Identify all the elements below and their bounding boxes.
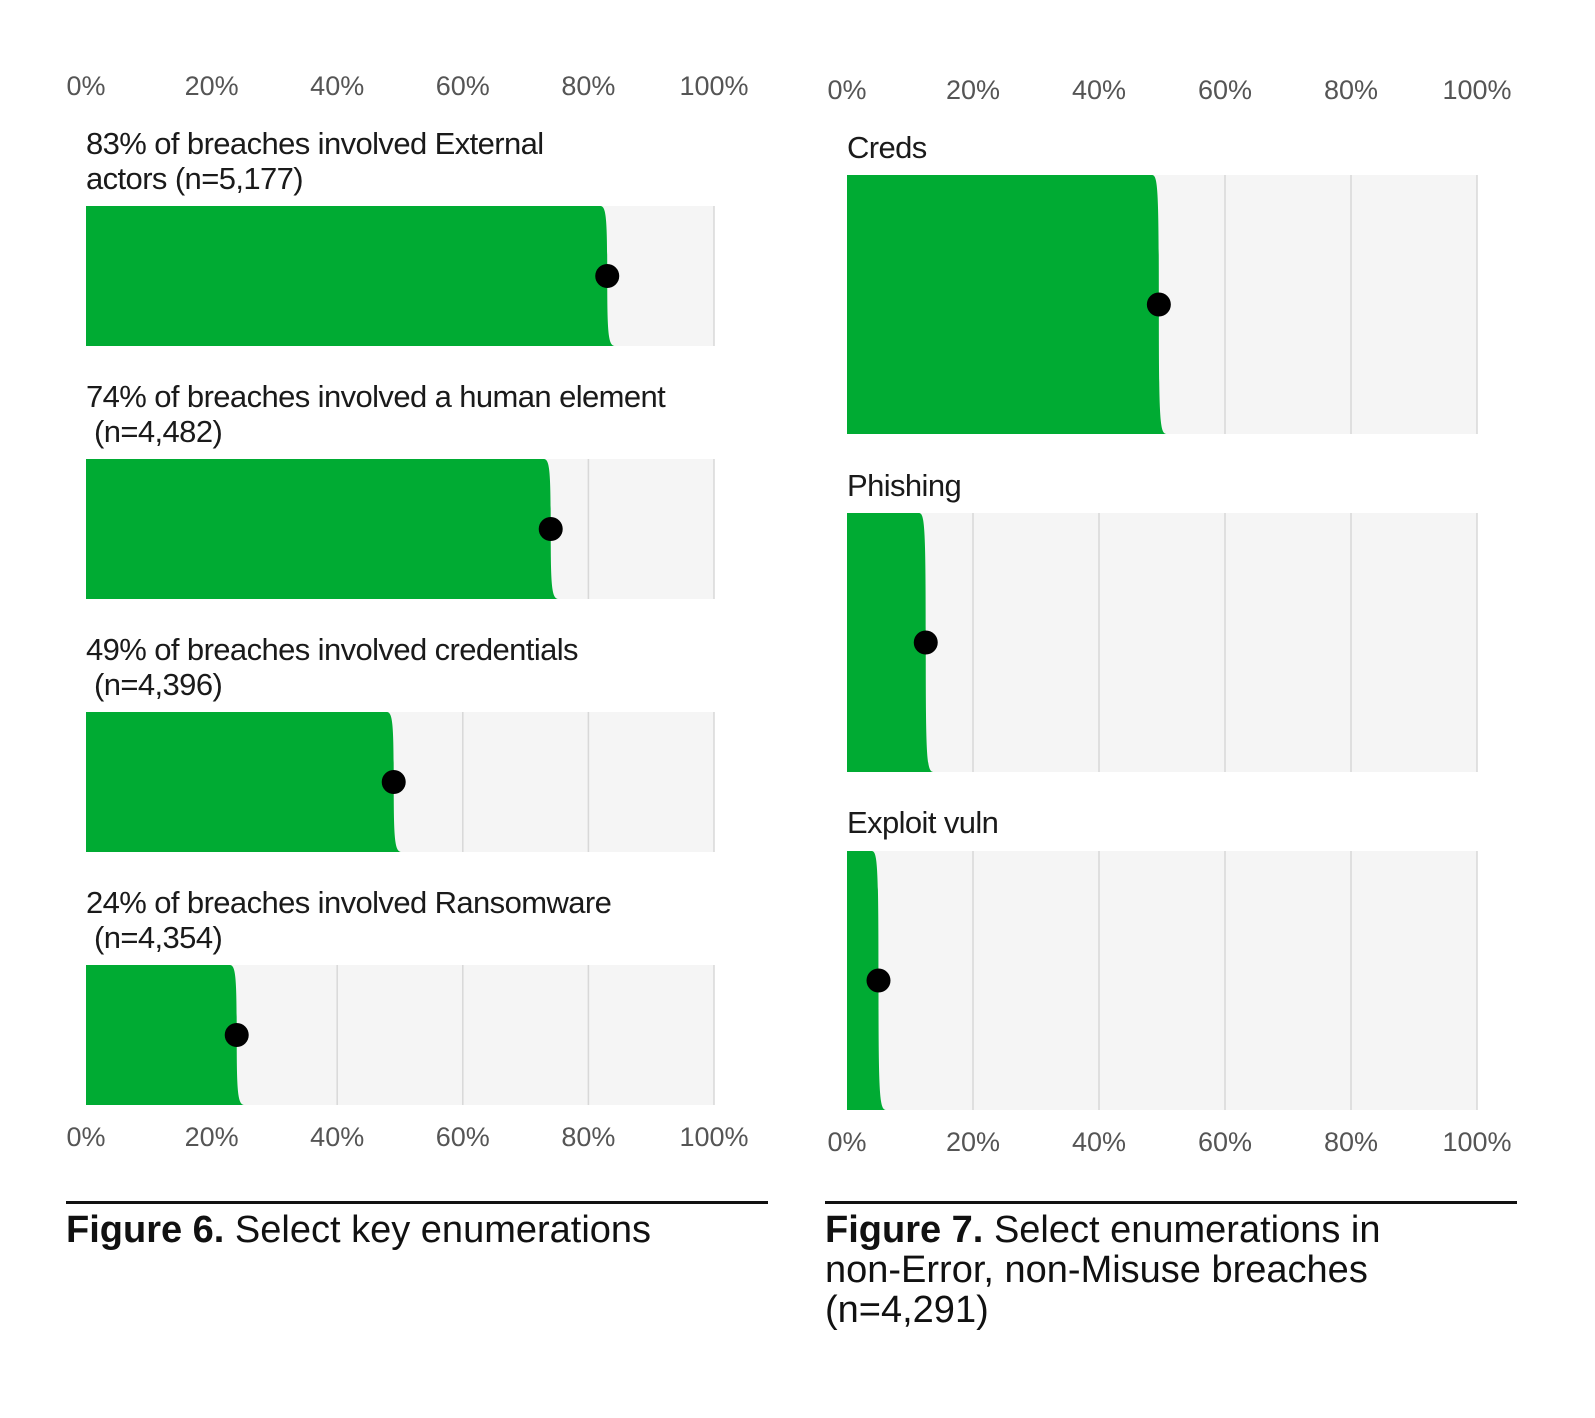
- fig6-top-tick-label: 20%: [185, 71, 239, 101]
- figure-6-caption: Figure 6. Select key enumerations: [66, 1210, 786, 1250]
- fig6-bottom-tick-label: 40%: [310, 1122, 364, 1152]
- fig7-top-tick-label: 100%: [1442, 75, 1511, 105]
- fig6-top-tick-label: 0%: [66, 71, 105, 101]
- fig6-category-label: (n=4,482): [86, 414, 222, 449]
- figure-7-caption-line-3: (n=4,291): [825, 1289, 989, 1331]
- fig6-point-marker: [381, 770, 406, 794]
- fig7-bottom-tick-label: 0%: [827, 1127, 866, 1157]
- figure-6-caption-number: Figure 6.: [66, 1209, 225, 1251]
- fig6-point-marker: [224, 1023, 249, 1047]
- fig6-category-label: 83% of breaches involved External: [86, 126, 544, 161]
- fig6-top-tick-label: 80%: [561, 71, 615, 101]
- fig6-category-label: actors (n=5,177): [86, 161, 303, 196]
- fig6-bottom-tick-label: 0%: [66, 1122, 105, 1152]
- fig7-top-tick-label: 40%: [1072, 75, 1126, 105]
- fig6-bottom-tick-label: 20%: [185, 1122, 239, 1152]
- fig6-top-tick-label: 60%: [436, 71, 490, 101]
- fig6-bottom-tick-label: 80%: [561, 1122, 615, 1152]
- fig6-bar: [86, 965, 245, 1105]
- fig6-top-tick-label: 40%: [310, 71, 364, 101]
- fig6-point-marker: [538, 517, 563, 541]
- fig7-category-label: Exploit vuln: [847, 805, 998, 840]
- fig7-bottom-tick-label: 40%: [1072, 1127, 1126, 1157]
- fig7-top-tick-label: 60%: [1198, 75, 1252, 105]
- fig7-point-marker: [866, 968, 891, 993]
- fig6-bar: [86, 206, 616, 346]
- figure-7-caption-rule: [825, 1201, 1517, 1204]
- fig7-bottom-tick-label: 80%: [1324, 1127, 1378, 1157]
- figure-6-caption-text: Select key enumerations: [224, 1209, 652, 1251]
- figure-7-caption-line-1: Select enumerations in: [993, 1209, 1381, 1251]
- fig7-top-tick-label: 20%: [946, 75, 1000, 105]
- figure-7-caption-line-2: non-Error, non-Misuse breaches: [825, 1249, 1368, 1291]
- fig7-bottom-tick-label: 100%: [1442, 1127, 1511, 1157]
- fig6-point-marker: [595, 264, 620, 288]
- fig7-bar: [847, 513, 934, 772]
- fig7-bar-track: [847, 513, 1477, 772]
- fig7-category-label: Creds: [847, 130, 927, 165]
- fig6-bottom-tick-label: 60%: [436, 1122, 490, 1152]
- fig7-top-tick-label: 0%: [827, 75, 866, 105]
- fig7-bar: [847, 175, 1167, 434]
- figure-7-chart: 0% 0% 20% 20% 40% 40% 60% 60% 80% 80% 100% 100% Cred…: [827, 75, 1511, 1157]
- fig6-category-label: (n=4,354): [86, 920, 222, 955]
- figure-6-chart: 0% 0% 20% 20% 40% 40% 60% 60% 80% 80% 100% 100% 83% …: [66, 71, 748, 1152]
- fig6-bar: [86, 712, 402, 852]
- fig7-point-marker: [1146, 292, 1171, 317]
- fig6-category-label: 24% of breaches involved Ransomware: [86, 885, 611, 920]
- fig7-bottom-tick-label: 20%: [946, 1127, 1000, 1157]
- fig7-bottom-tick-label: 60%: [1198, 1127, 1252, 1157]
- figure-6-caption-rule: [66, 1201, 768, 1204]
- figure-7-caption-number: Figure 7.: [825, 1209, 984, 1251]
- fig6-bottom-tick-label: 100%: [679, 1122, 748, 1152]
- fig6-top-tick-label: 100%: [679, 71, 748, 101]
- fig6-category-label: 49% of breaches involved credentials: [86, 632, 578, 667]
- fig7-point-marker: [913, 630, 938, 655]
- fig6-category-label: (n=4,396): [86, 667, 222, 702]
- fig6-bar: [86, 459, 559, 599]
- fig6-category-label: 74% of breaches involved a human element: [86, 379, 666, 414]
- fig7-bar-track: [847, 851, 1477, 1110]
- fig7-top-tick-label: 80%: [1324, 75, 1378, 105]
- fig7-category-label: Phishing: [847, 468, 961, 503]
- figure-7-caption: Figure 7. Select enumerations in non-Err…: [825, 1210, 1545, 1330]
